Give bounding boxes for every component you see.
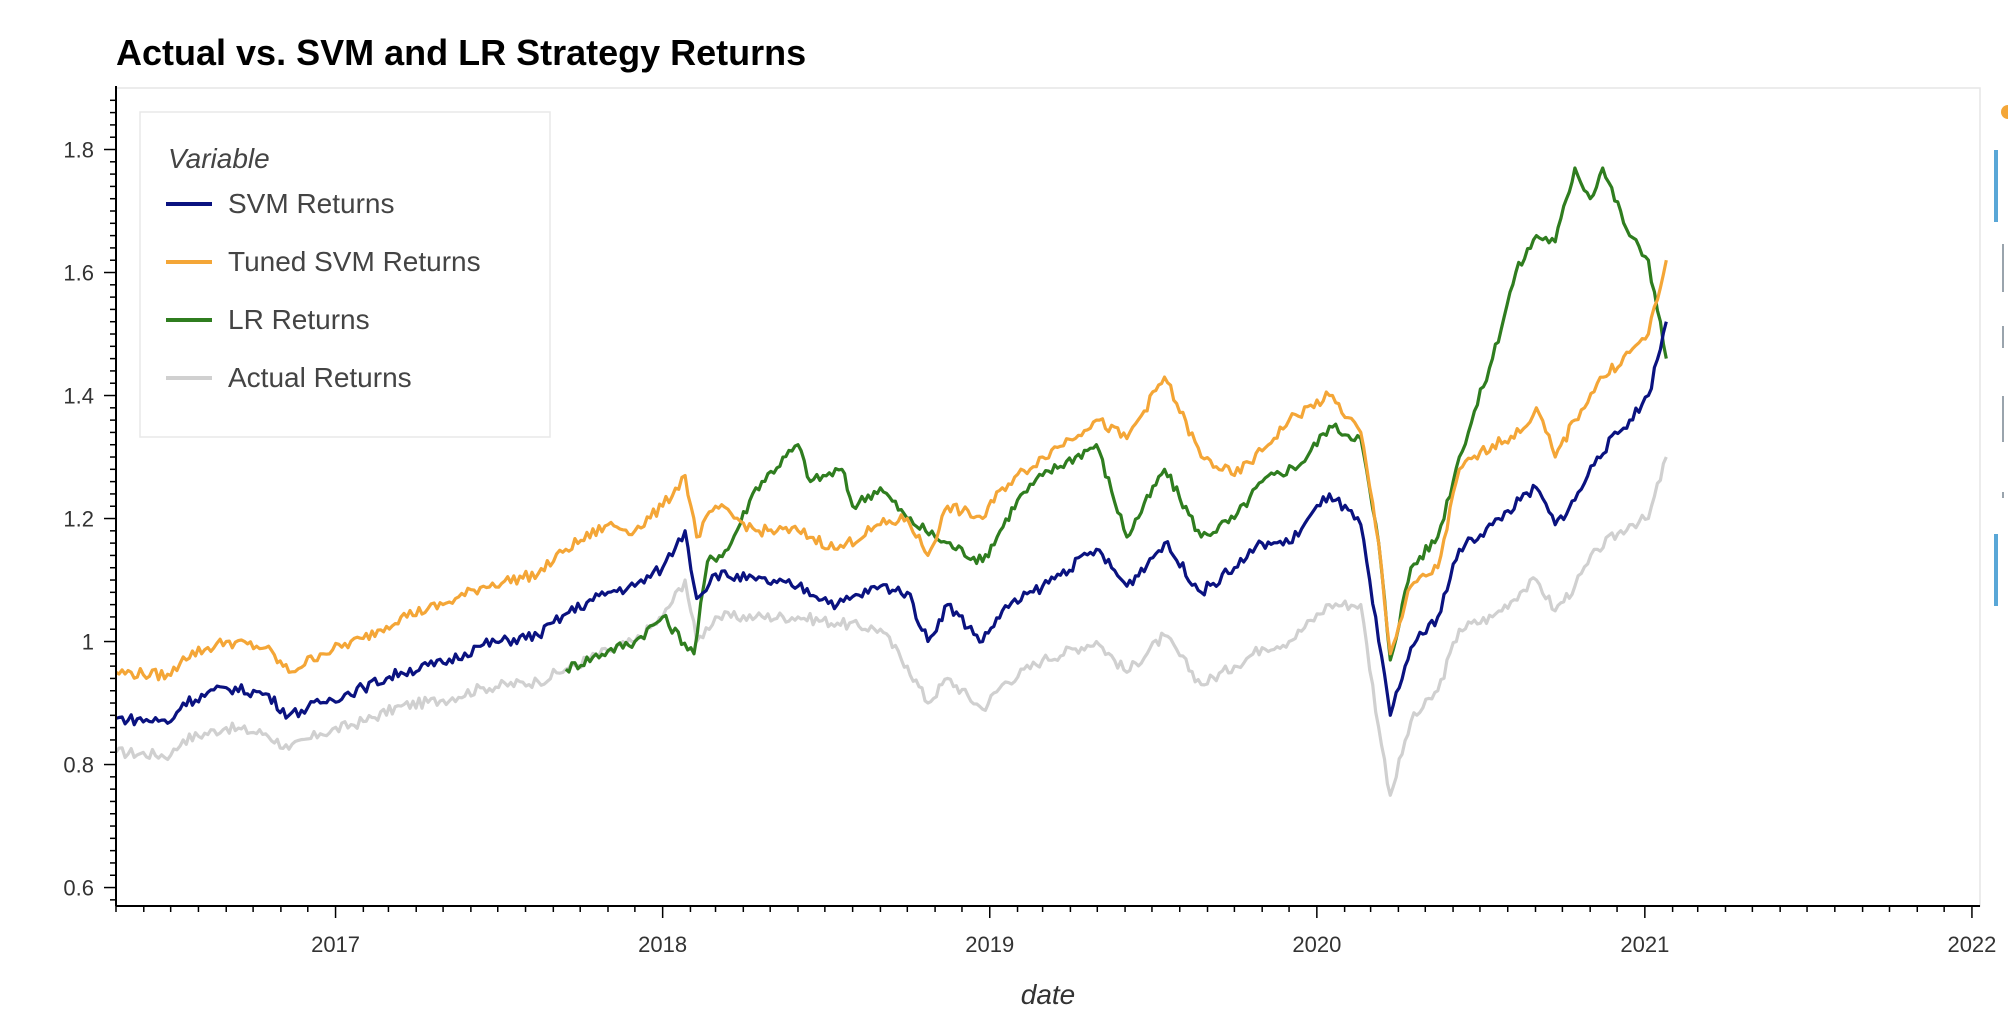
- legend[interactable]: Variable SVM Returns Tuned SVM Returns LR …: [139, 111, 551, 438]
- x-tick-label: 2022: [1947, 932, 1996, 957]
- legend-item-tuned-svm-returns[interactable]: Tuned SVM Returns: [166, 246, 481, 277]
- chart-toolbar[interactable]: [1994, 105, 2008, 606]
- pan-tool-icon[interactable]: [1994, 150, 1998, 222]
- reset-tool-icon[interactable]: [2002, 492, 2004, 498]
- legend-item-lr-returns[interactable]: LR Returns: [166, 304, 370, 335]
- x-tick-label: 2019: [965, 932, 1014, 957]
- series-line-svm-returns: [115, 321, 1668, 727]
- legend-item-svm-returns[interactable]: SVM Returns: [166, 188, 395, 219]
- x-tick-label: 2018: [638, 932, 687, 957]
- chart-title: Actual vs. SVM and LR Strategy Returns: [116, 32, 806, 73]
- hover-tool-icon[interactable]: [1994, 534, 1998, 606]
- series-layer: [114, 166, 1668, 797]
- legend-item-actual-returns[interactable]: Actual Returns: [166, 362, 412, 393]
- legend-label: LR Returns: [228, 304, 370, 335]
- y-tick-label: 1.2: [63, 507, 94, 532]
- y-tick-label: 1.8: [63, 138, 94, 163]
- bokeh-logo-icon[interactable]: [2001, 105, 2008, 119]
- series-line-tuned-svm-returns: [115, 259, 1668, 682]
- legend-label: SVM Returns: [228, 188, 395, 219]
- legend-label: Tuned SVM Returns: [228, 246, 481, 277]
- y-tick-label: 1: [82, 630, 94, 655]
- x-axis-label: date: [1021, 979, 1076, 1010]
- x-tick-label: 2021: [1620, 932, 1669, 957]
- y-tick-label: 1.4: [63, 384, 94, 409]
- legend-label: Actual Returns: [228, 362, 412, 393]
- wheel-zoom-tool-icon[interactable]: [2002, 326, 2004, 348]
- series-line-actual-returns: [114, 456, 1668, 797]
- axes: 0.6 0.8 1 1.2 1.4 1.6 1.8 2017 2018 2019 2020 2021 2…: [63, 86, 1996, 957]
- y-tick-label: 0.8: [63, 753, 94, 778]
- x-tick-label: 2020: [1292, 932, 1341, 957]
- save-tool-icon[interactable]: [2002, 396, 2004, 442]
- box-zoom-tool-icon[interactable]: [2002, 244, 2004, 292]
- series-line-lr-returns: [564, 166, 1668, 674]
- y-tick-label: 0.6: [63, 876, 94, 901]
- x-tick-label: 2017: [311, 932, 360, 957]
- legend-title: Variable: [168, 143, 270, 174]
- y-tick-label: 1.6: [63, 261, 94, 286]
